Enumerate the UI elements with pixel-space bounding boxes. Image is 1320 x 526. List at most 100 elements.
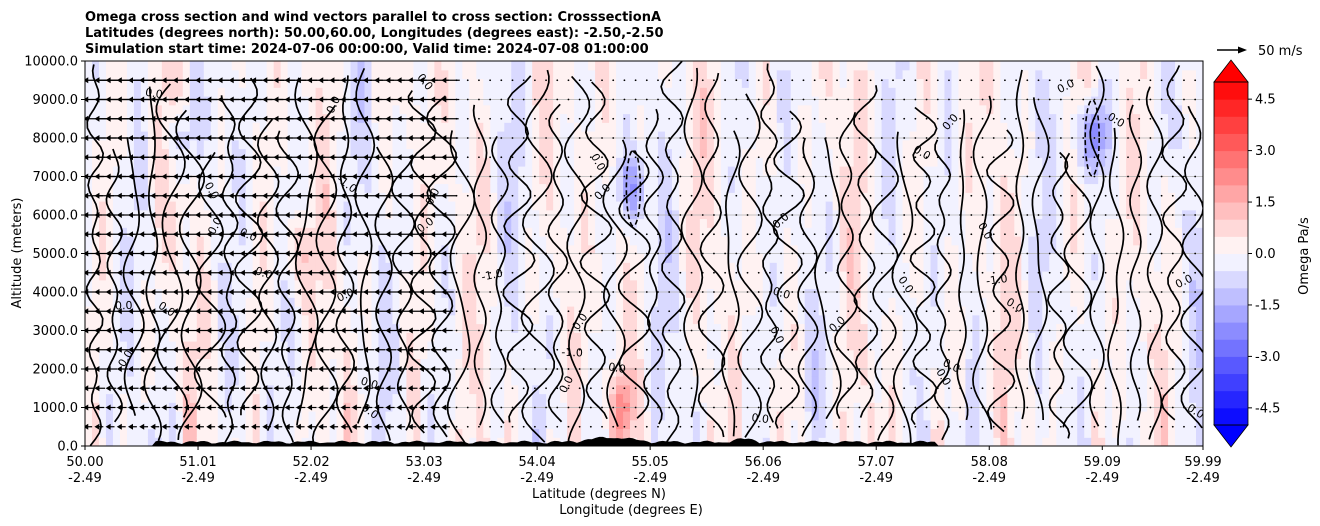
omega-fill-cell	[741, 384, 750, 395]
omega-fill-cell	[469, 78, 477, 88]
omega-fill-cell	[154, 428, 163, 438]
omega-fill-cell	[811, 314, 820, 325]
omega-fill-cell	[245, 166, 254, 176]
omega-fill-cell	[455, 271, 463, 281]
omega-fill-cell	[616, 139, 624, 150]
omega-fill-cell	[602, 297, 610, 307]
omega-fill-cell	[224, 428, 233, 438]
omega-fill-cell	[175, 367, 184, 377]
omega-fill-cell	[867, 262, 876, 272]
omega-fill-cell	[406, 201, 415, 211]
omega-fill-cell	[196, 192, 205, 202]
omega-fill-cell	[609, 332, 617, 342]
omega-fill-cell	[853, 358, 862, 368]
omega-fill-cell	[706, 96, 715, 106]
omega-fill-cell	[483, 131, 491, 141]
omega-fill-cell	[741, 314, 750, 325]
omega-fill-cell	[252, 428, 261, 438]
omega-fill-cell	[287, 428, 296, 438]
omega-fill-cell	[85, 218, 93, 228]
omega-fill-cell	[85, 192, 93, 202]
omega-fill-cell	[441, 69, 449, 80]
omega-fill-cell	[273, 358, 282, 368]
omega-fill-cell	[371, 341, 380, 351]
omega-fill-cell	[741, 78, 750, 88]
omega-fill-cell	[546, 227, 554, 237]
omega-fill-cell	[706, 166, 715, 176]
omega-fill-cell	[595, 419, 603, 430]
omega-fill-cell	[238, 122, 247, 132]
omega-fill-cell	[469, 419, 477, 430]
omega-fill-cell	[832, 297, 841, 307]
omega-fill-cell	[98, 341, 107, 351]
omega-fill-cell	[860, 349, 869, 360]
omega-fill-cell	[811, 104, 820, 115]
omega-fill-cell	[385, 157, 394, 167]
omega-fill-cell	[224, 244, 233, 255]
omega-fill-cell	[609, 218, 617, 228]
omega-fill-cell	[713, 104, 722, 115]
omega-fill-cell	[406, 218, 415, 228]
omega-fill-cell	[650, 253, 659, 263]
omega-fill-cell	[678, 393, 687, 403]
omega-fill-cell	[769, 253, 778, 263]
omega-fill-cell	[112, 131, 121, 141]
omega-fill-cell	[203, 297, 212, 307]
omega-fill-cell	[783, 131, 792, 141]
omega-fill-cell	[147, 253, 156, 263]
omega-fill-cell	[532, 201, 540, 211]
omega-fill-cell	[336, 323, 345, 333]
omega-fill-cell	[588, 87, 596, 97]
omega-fill-cell	[392, 297, 401, 307]
omega-fill-cell	[650, 288, 659, 298]
omega-fill-cell	[539, 166, 547, 176]
omega-fill-cell	[280, 104, 289, 115]
omega-fill-cell	[762, 192, 771, 202]
omega-fill-cell	[441, 174, 449, 185]
omega-fill-cell	[553, 253, 561, 263]
omega-fill-cell	[85, 139, 93, 150]
omega-fill-cell	[287, 314, 296, 325]
omega-fill-cell	[762, 411, 771, 421]
omega-fill-cell	[762, 183, 771, 193]
omega-fill-cell	[846, 96, 855, 106]
omega-fill-cell	[574, 139, 582, 150]
omega-fill-cell	[595, 227, 603, 237]
omega-fill-cell	[846, 367, 855, 377]
omega-fill-cell	[455, 148, 463, 158]
omega-fill-cell	[685, 288, 694, 298]
omega-fill-cell	[119, 166, 128, 176]
omega-fill-cell	[874, 279, 883, 290]
omega-fill-cell	[259, 104, 268, 115]
omega-fill-cell	[189, 271, 198, 281]
omega-fill-cell	[623, 323, 631, 333]
omega-fill-cell	[350, 236, 359, 246]
omega-fill-cell	[85, 78, 93, 88]
omega-fill-cell	[630, 122, 638, 132]
omega-fill-cell	[420, 437, 428, 446]
omega-fill-cell	[210, 428, 219, 438]
omega-fill-cell	[399, 157, 408, 167]
omega-fill-cell	[441, 87, 449, 97]
omega-fill-cell	[699, 349, 708, 360]
omega-fill-cell	[448, 78, 456, 88]
omega-fill-cell	[420, 69, 428, 80]
omega-fill-cell	[497, 201, 505, 211]
omega-fill-cell	[231, 183, 240, 193]
omega-fill-cell	[259, 87, 268, 97]
omega-fill-cell	[762, 139, 771, 150]
omega-fill-cell	[378, 148, 387, 158]
omega-fill-cell	[504, 174, 512, 185]
omega-fill-cell	[217, 139, 226, 150]
omega-fill-cell	[168, 367, 177, 377]
omega-fill-cell	[378, 192, 387, 202]
omega-fill-cell	[720, 253, 729, 263]
omega-fill-cell	[182, 297, 191, 307]
omega-fill-cell	[91, 314, 100, 325]
omega-fill-cell	[378, 61, 387, 71]
omega-fill-cell	[287, 244, 296, 255]
omega-fill-cell	[671, 236, 680, 246]
omega-fill-cell	[189, 411, 198, 421]
omega-fill-cell	[839, 384, 848, 395]
omega-fill-cell	[434, 341, 442, 351]
